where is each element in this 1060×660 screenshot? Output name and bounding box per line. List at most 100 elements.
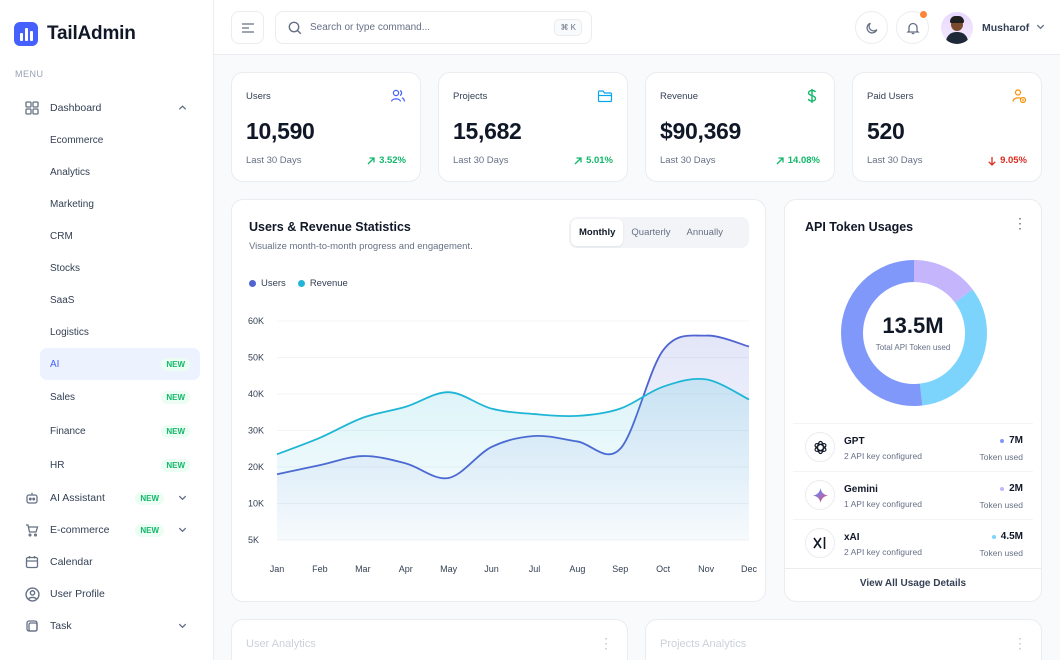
submenu-item-ai[interactable]: AI NEW [40, 348, 200, 380]
stat-card-paid-users: Paid Users 520 Last 30 Days 9.05% [852, 72, 1042, 182]
more-options-icon[interactable]: ⋮ [1013, 215, 1027, 231]
search-input[interactable] [310, 22, 530, 33]
sidebar-item-calendar[interactable]: Calendar [14, 546, 200, 578]
sidebar-item-user-profile[interactable]: User Profile [14, 578, 200, 610]
projects-analytics-card: Projects Analytics ⋮ [645, 619, 1042, 660]
stat-period: Last 30 Days [867, 155, 923, 166]
tab-quarterly[interactable]: Quarterly [631, 227, 671, 238]
api-unit: Token used [979, 452, 1023, 462]
chart-title: Users & Revenue Statistics [249, 220, 411, 234]
sidebar: TailAdmin MENU Dashboard Ecommerce Analy… [0, 0, 214, 660]
token-usage-donut [841, 260, 987, 406]
card-title: User Analytics [246, 638, 316, 650]
stat-change: 14.08% [775, 155, 820, 166]
api-name: xAI [844, 532, 860, 543]
tab-annually[interactable]: Annually [686, 227, 723, 238]
submenu-label: Finance [50, 425, 86, 437]
dollar-icon [804, 88, 820, 109]
sidebar-item-label: Task [50, 620, 72, 632]
x-tick-label: May [440, 564, 458, 574]
xai-icon [805, 528, 835, 558]
submenu-item-crm[interactable]: CRM [40, 220, 200, 252]
stat-label: Paid Users [867, 91, 914, 102]
chevron-down-icon[interactable] [177, 620, 188, 634]
users-revenue-chart: 60K 50K 40K 30K 20K 10K 5K Jan Feb Mar Apr May Jun Ju… [248, 316, 758, 574]
gemini-icon [805, 480, 835, 510]
y-tick-label: 50K [248, 353, 264, 363]
sidebar-item-label: E-commerce [50, 524, 110, 536]
bell-icon [905, 22, 920, 34]
user-analytics-card: User Analytics ⋮ [231, 619, 628, 660]
submenu-label: SaaS [50, 294, 75, 306]
user-menu[interactable]: Musharof [941, 12, 1046, 44]
sidebar-toggle-button[interactable] [231, 11, 264, 44]
chevron-down-icon[interactable] [177, 524, 188, 538]
api-card-title: API Token Usages [805, 220, 914, 234]
arrow-down-icon [988, 156, 996, 166]
shortcut-hint: ⌘ K [554, 19, 582, 36]
user-name: Musharof [982, 22, 1030, 34]
stat-change: 3.52% [366, 155, 406, 166]
stat-change-value: 5.01% [586, 155, 613, 166]
arrow-up-right-icon [776, 156, 784, 164]
new-badge: NEW [161, 390, 190, 404]
api-token-card: API Token Usages ⋮ 13.5M Total API Token… [784, 199, 1042, 602]
sidebar-item-ai-assistant[interactable]: AI Assistant NEW [14, 482, 200, 514]
y-tick-label: 30K [248, 426, 264, 436]
api-unit: Token used [979, 500, 1023, 510]
legend-item-users[interactable]: Users [249, 278, 286, 289]
stat-period: Last 30 Days [453, 155, 509, 166]
notifications-button[interactable] [896, 11, 929, 44]
sidebar-item-ecommerce[interactable]: E-commerce NEW [14, 514, 200, 546]
stat-card-revenue: Revenue $90,369 Last 30 Days 14.08% [645, 72, 835, 182]
x-tick-label: Dec [741, 564, 758, 574]
series-line-revenue [276, 378, 750, 456]
y-tick-label: 40K [248, 389, 264, 399]
submenu-item-marketing[interactable]: Marketing [40, 188, 200, 220]
search-bar[interactable]: ⌘ K [275, 11, 592, 44]
chevron-up-icon[interactable] [177, 102, 188, 116]
donut-slice-xai[interactable] [841, 260, 987, 406]
submenu-item-sales[interactable]: Sales NEW [40, 380, 200, 414]
sidebar-item-task[interactable]: Task [14, 610, 200, 642]
api-amount: 4.5M [991, 531, 1023, 542]
x-tick-label: Jan [270, 564, 285, 574]
more-options-icon[interactable]: ⋮ [1013, 635, 1027, 651]
tab-monthly[interactable]: Monthly [571, 219, 624, 246]
cart-icon [24, 522, 40, 538]
arrow-up-right-icon [367, 156, 375, 164]
more-options-icon[interactable]: ⋮ [599, 635, 613, 651]
x-tick-label: Jun [484, 564, 499, 574]
stat-period: Last 30 Days [660, 155, 716, 166]
api-name: GPT [844, 436, 865, 447]
submenu-item-stocks[interactable]: Stocks [40, 252, 200, 284]
list-item: GPT 2 API key configured 7M Token used [793, 423, 1033, 471]
sidebar-item-dashboard[interactable]: Dashboard [14, 92, 200, 124]
stat-card-projects: Projects 15,682 Last 30 Days 5.01% [438, 72, 628, 182]
submenu-item-finance[interactable]: Finance NEW [40, 414, 200, 448]
period-tabs: Monthly Quarterly Annually [569, 217, 749, 248]
submenu-label: Stocks [50, 262, 81, 274]
api-amount: 7M [1000, 435, 1023, 446]
stat-period: Last 30 Days [246, 155, 302, 166]
brand-logo[interactable]: TailAdmin [14, 22, 136, 46]
submenu-item-analytics[interactable]: Analytics [40, 156, 200, 188]
donut-slice-gpt[interactable] [841, 260, 987, 406]
sidebar-item-label: Dashboard [50, 102, 102, 114]
stat-label: Revenue [660, 91, 699, 102]
legend-item-revenue[interactable]: Revenue [297, 278, 348, 289]
submenu-item-logistics[interactable]: Logistics [40, 316, 200, 348]
submenu-item-hr[interactable]: HR NEW [40, 448, 200, 482]
submenu-item-ecommerce[interactable]: Ecommerce [40, 124, 200, 156]
list-item: xAI 2 API key configured 4.5M Token used [793, 519, 1033, 567]
api-unit: Token used [979, 548, 1023, 558]
chevron-down-icon[interactable] [177, 492, 188, 506]
x-tick-label: Oct [656, 564, 671, 574]
view-all-usage-link[interactable]: View All Usage Details [785, 568, 1041, 589]
theme-toggle-button[interactable] [855, 11, 888, 44]
stat-card-users: Users 10,590 Last 30 Days 3.52% [231, 72, 421, 182]
x-tick-label: Nov [698, 564, 715, 574]
x-tick-label: Jul [529, 564, 541, 574]
tailadmin-logo-icon [14, 22, 38, 46]
submenu-item-saas[interactable]: SaaS [40, 284, 200, 316]
